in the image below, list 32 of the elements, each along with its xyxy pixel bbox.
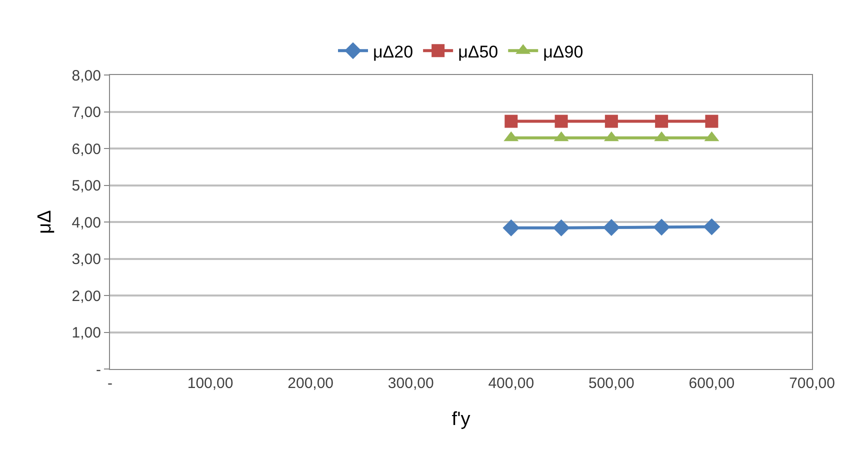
x-tick-label: 600,00 xyxy=(688,375,735,392)
x-axis-title: f'y xyxy=(452,408,471,430)
y-tick-label: - xyxy=(96,361,101,378)
legend-label: μΔ50 xyxy=(458,42,498,62)
x-tick-label: 100,00 xyxy=(187,375,234,392)
point xyxy=(552,219,570,236)
x-tick-label: 500,00 xyxy=(588,375,634,392)
y-tick-label: 3,00 xyxy=(72,251,101,268)
x-tick-label: - xyxy=(108,375,112,392)
y-tick-label: 6,00 xyxy=(72,140,101,158)
point xyxy=(604,114,618,128)
point xyxy=(602,219,620,236)
y-tick-label: 8,00 xyxy=(72,67,101,84)
y-tick-label: 4,00 xyxy=(72,214,101,232)
x-tick-label: 200,00 xyxy=(288,375,334,392)
legend-label: μΔ90 xyxy=(543,42,584,62)
x-tick-label: 400,00 xyxy=(488,375,534,392)
point xyxy=(653,218,670,236)
legend-label: μΔ20 xyxy=(373,42,414,62)
y-tick-label: 5,00 xyxy=(72,178,101,194)
point xyxy=(705,114,718,128)
x-tick-label: 300,00 xyxy=(388,375,434,392)
point xyxy=(554,114,568,128)
y-axis-title: μΔ xyxy=(34,210,56,234)
point xyxy=(502,219,520,236)
y-tick-label: 7,00 xyxy=(72,104,101,121)
y-tick-label: 2,00 xyxy=(72,288,101,305)
x-tick-label: 700,00 xyxy=(789,375,835,392)
point xyxy=(703,218,720,236)
y-tick-label: 1,00 xyxy=(72,324,101,342)
point xyxy=(504,114,518,128)
point xyxy=(655,114,668,128)
